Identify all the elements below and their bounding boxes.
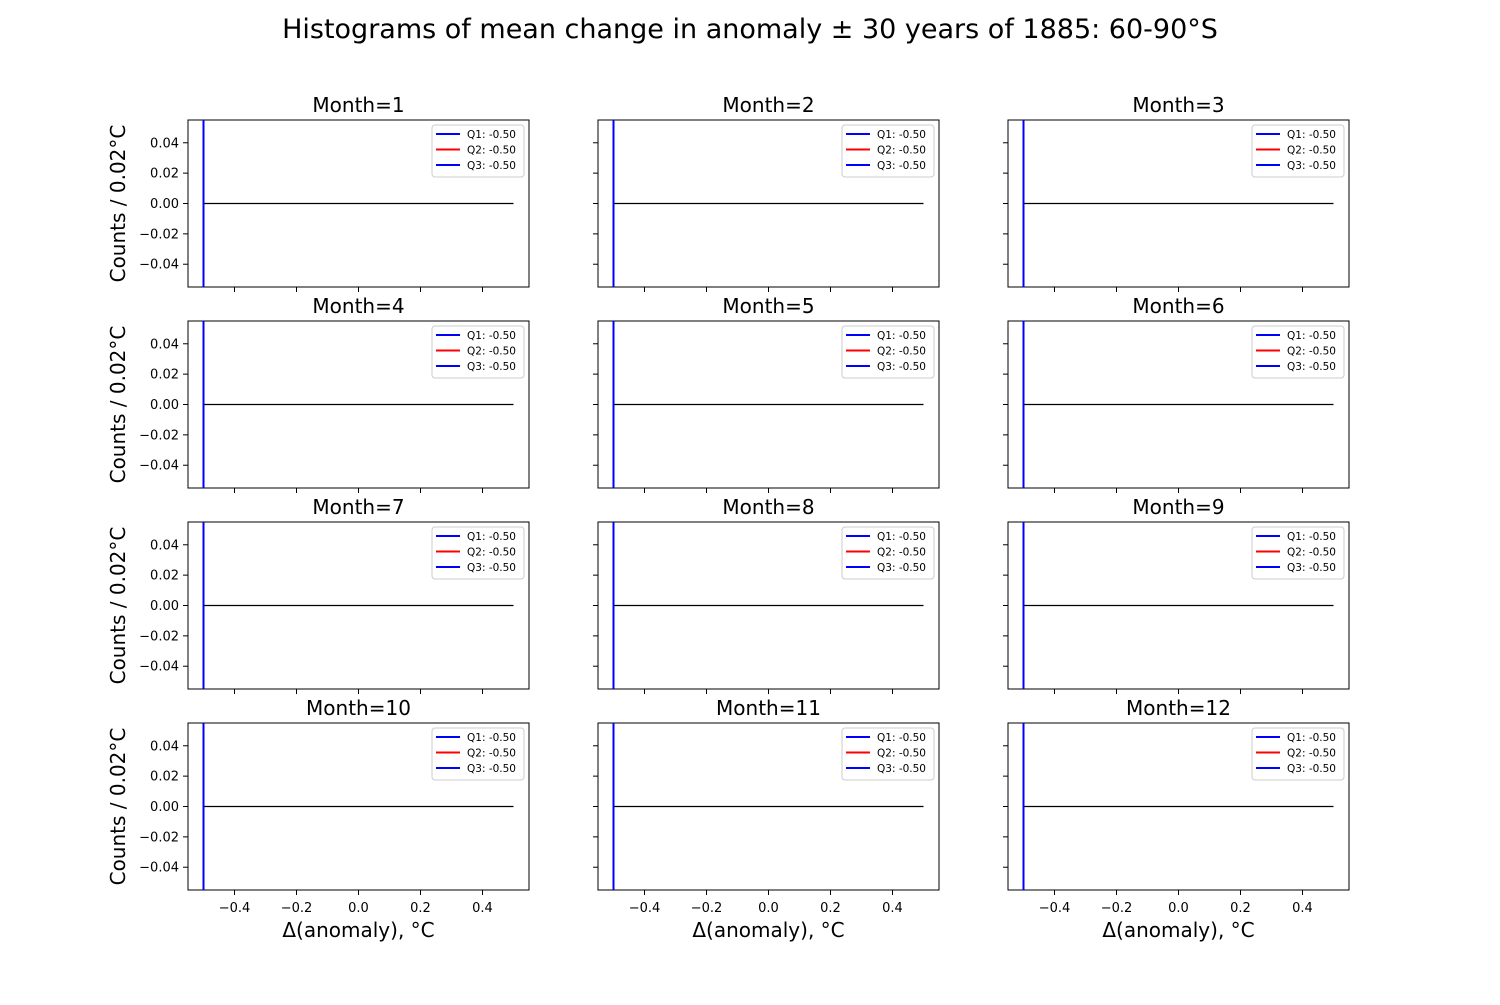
panel-5-title: Month=5 — [722, 294, 814, 318]
panel-10-legend-q3-label: Q3: -0.50 — [467, 763, 516, 775]
panel-7-ytick-label: 0.04 — [150, 538, 179, 553]
panel-3-legend-q2-label: Q2: -0.50 — [1287, 144, 1336, 156]
panel-2-title: Month=2 — [722, 93, 814, 117]
panel-10-ylabel: Counts / 0.02°C — [106, 728, 130, 886]
panel-8-legend-q1-label: Q1: -0.50 — [877, 531, 926, 543]
panel-12-xlabel: Δ(anomaly), °C — [1102, 918, 1254, 942]
panel-9-title: Month=9 — [1132, 495, 1224, 519]
panel-2-legend-q2-label: Q2: -0.50 — [877, 144, 926, 156]
panel-10-ytick-label: 0.04 — [150, 739, 179, 754]
panel-11-legend-q3-label: Q3: -0.50 — [877, 763, 926, 775]
panel-7-title: Month=7 — [312, 495, 404, 519]
panel-1-ytick-label: 0.02 — [150, 167, 179, 182]
panel-4-ytick-label: −0.04 — [139, 459, 179, 474]
panel-4-ylabel: Counts / 0.02°C — [106, 326, 130, 484]
figure-title: Histograms of mean change in anomaly ± 3… — [282, 14, 1218, 45]
panel-2-legend-q1-label: Q1: -0.50 — [877, 129, 926, 141]
panel-4-ytick-label: 0.02 — [150, 368, 179, 383]
panel-1-ytick-label: 0.00 — [150, 197, 179, 212]
panel-12-xtick-label: 0.0 — [1168, 901, 1189, 916]
panel-11-title: Month=11 — [716, 696, 821, 720]
panel-10-ytick-label: −0.04 — [139, 861, 179, 876]
panel-5-legend-q3-label: Q3: -0.50 — [877, 361, 926, 373]
panel-10-xlabel: Δ(anomaly), °C — [282, 918, 434, 942]
panel-9-legend-q2-label: Q2: -0.50 — [1287, 546, 1336, 558]
panel-8-legend-q2-label: Q2: -0.50 — [877, 546, 926, 558]
panel-3-title: Month=3 — [1132, 93, 1224, 117]
panel-1-ytick-label: −0.04 — [139, 258, 179, 273]
panel-1-ylabel: Counts / 0.02°C — [106, 125, 130, 283]
panel-6-legend-q1-label: Q1: -0.50 — [1287, 330, 1336, 342]
panel-1-title: Month=1 — [312, 93, 404, 117]
panel-7-legend-q3-label: Q3: -0.50 — [467, 562, 516, 574]
panel-5-legend-q1-label: Q1: -0.50 — [877, 330, 926, 342]
panel-4-legend-q2-label: Q2: -0.50 — [467, 345, 516, 357]
panel-10-xtick-label: −0.4 — [219, 901, 251, 916]
panel-1-ytick-label: −0.02 — [139, 227, 179, 242]
panel-10-ytick-label: −0.02 — [139, 830, 179, 845]
panel-3-legend-q1-label: Q1: -0.50 — [1287, 129, 1336, 141]
panel-8-title: Month=8 — [722, 495, 814, 519]
panel-6-legend-q3-label: Q3: -0.50 — [1287, 361, 1336, 373]
panel-1-legend-q2-label: Q2: -0.50 — [467, 144, 516, 156]
panel-1-legend-q3-label: Q3: -0.50 — [467, 160, 516, 172]
panel-10-ytick-label: 0.02 — [150, 770, 179, 785]
panel-4-ytick-label: 0.04 — [150, 337, 179, 352]
panel-11-legend-q1-label: Q1: -0.50 — [877, 732, 926, 744]
panel-9-legend-q3-label: Q3: -0.50 — [1287, 562, 1336, 574]
panel-7-legend-q2-label: Q2: -0.50 — [467, 546, 516, 558]
panel-1-legend-q1-label: Q1: -0.50 — [467, 129, 516, 141]
panel-11-xtick-label: −0.2 — [691, 901, 723, 916]
panel-7-legend-q1-label: Q1: -0.50 — [467, 531, 516, 543]
panel-11-xtick-label: 0.4 — [882, 901, 903, 916]
panel-2-legend-q3-label: Q3: -0.50 — [877, 160, 926, 172]
panel-12-legend-q3-label: Q3: -0.50 — [1287, 763, 1336, 775]
panel-6-title: Month=6 — [1132, 294, 1224, 318]
panel-4-ytick-label: 0.00 — [150, 398, 179, 413]
panel-11-xtick-label: 0.2 — [820, 901, 841, 916]
panel-12-xtick-label: 0.2 — [1230, 901, 1251, 916]
panel-10-legend-q2-label: Q2: -0.50 — [467, 747, 516, 759]
panel-4-title: Month=4 — [312, 294, 404, 318]
panel-12-legend-q1-label: Q1: -0.50 — [1287, 732, 1336, 744]
panel-7-ytick-label: −0.02 — [139, 629, 179, 644]
panel-11-xtick-label: 0.0 — [758, 901, 779, 916]
panel-7-ytick-label: −0.04 — [139, 660, 179, 675]
panel-12-xtick-label: −0.2 — [1101, 901, 1133, 916]
panel-12-xtick-label: −0.4 — [1039, 901, 1071, 916]
panel-12-xtick-label: 0.4 — [1292, 901, 1313, 916]
panel-10-xtick-label: 0.2 — [410, 901, 431, 916]
panel-1-ytick-label: 0.04 — [150, 136, 179, 151]
panel-12-legend-q2-label: Q2: -0.50 — [1287, 747, 1336, 759]
panel-10-xtick-label: −0.2 — [281, 901, 313, 916]
panel-3-legend-q3-label: Q3: -0.50 — [1287, 160, 1336, 172]
panel-4-ytick-label: −0.02 — [139, 428, 179, 443]
panel-7-ytick-label: 0.00 — [150, 599, 179, 614]
panel-4-legend-q3-label: Q3: -0.50 — [467, 361, 516, 373]
panel-8-legend-q3-label: Q3: -0.50 — [877, 562, 926, 574]
panel-4-legend-q1-label: Q1: -0.50 — [467, 330, 516, 342]
panel-12-title: Month=12 — [1126, 696, 1231, 720]
panel-10-title: Month=10 — [306, 696, 411, 720]
panel-10-legend-q1-label: Q1: -0.50 — [467, 732, 516, 744]
panel-9-legend-q1-label: Q1: -0.50 — [1287, 531, 1336, 543]
panel-6-legend-q2-label: Q2: -0.50 — [1287, 345, 1336, 357]
panel-10-ytick-label: 0.00 — [150, 800, 179, 815]
panel-10-xtick-label: 0.0 — [348, 901, 369, 916]
panel-5-legend-q2-label: Q2: -0.50 — [877, 345, 926, 357]
panel-11-xlabel: Δ(anomaly), °C — [692, 918, 844, 942]
panel-11-xtick-label: −0.4 — [629, 901, 661, 916]
panel-7-ylabel: Counts / 0.02°C — [106, 527, 130, 685]
panel-10-xtick-label: 0.4 — [472, 901, 493, 916]
panel-11-legend-q2-label: Q2: -0.50 — [877, 747, 926, 759]
panel-7-ytick-label: 0.02 — [150, 569, 179, 584]
